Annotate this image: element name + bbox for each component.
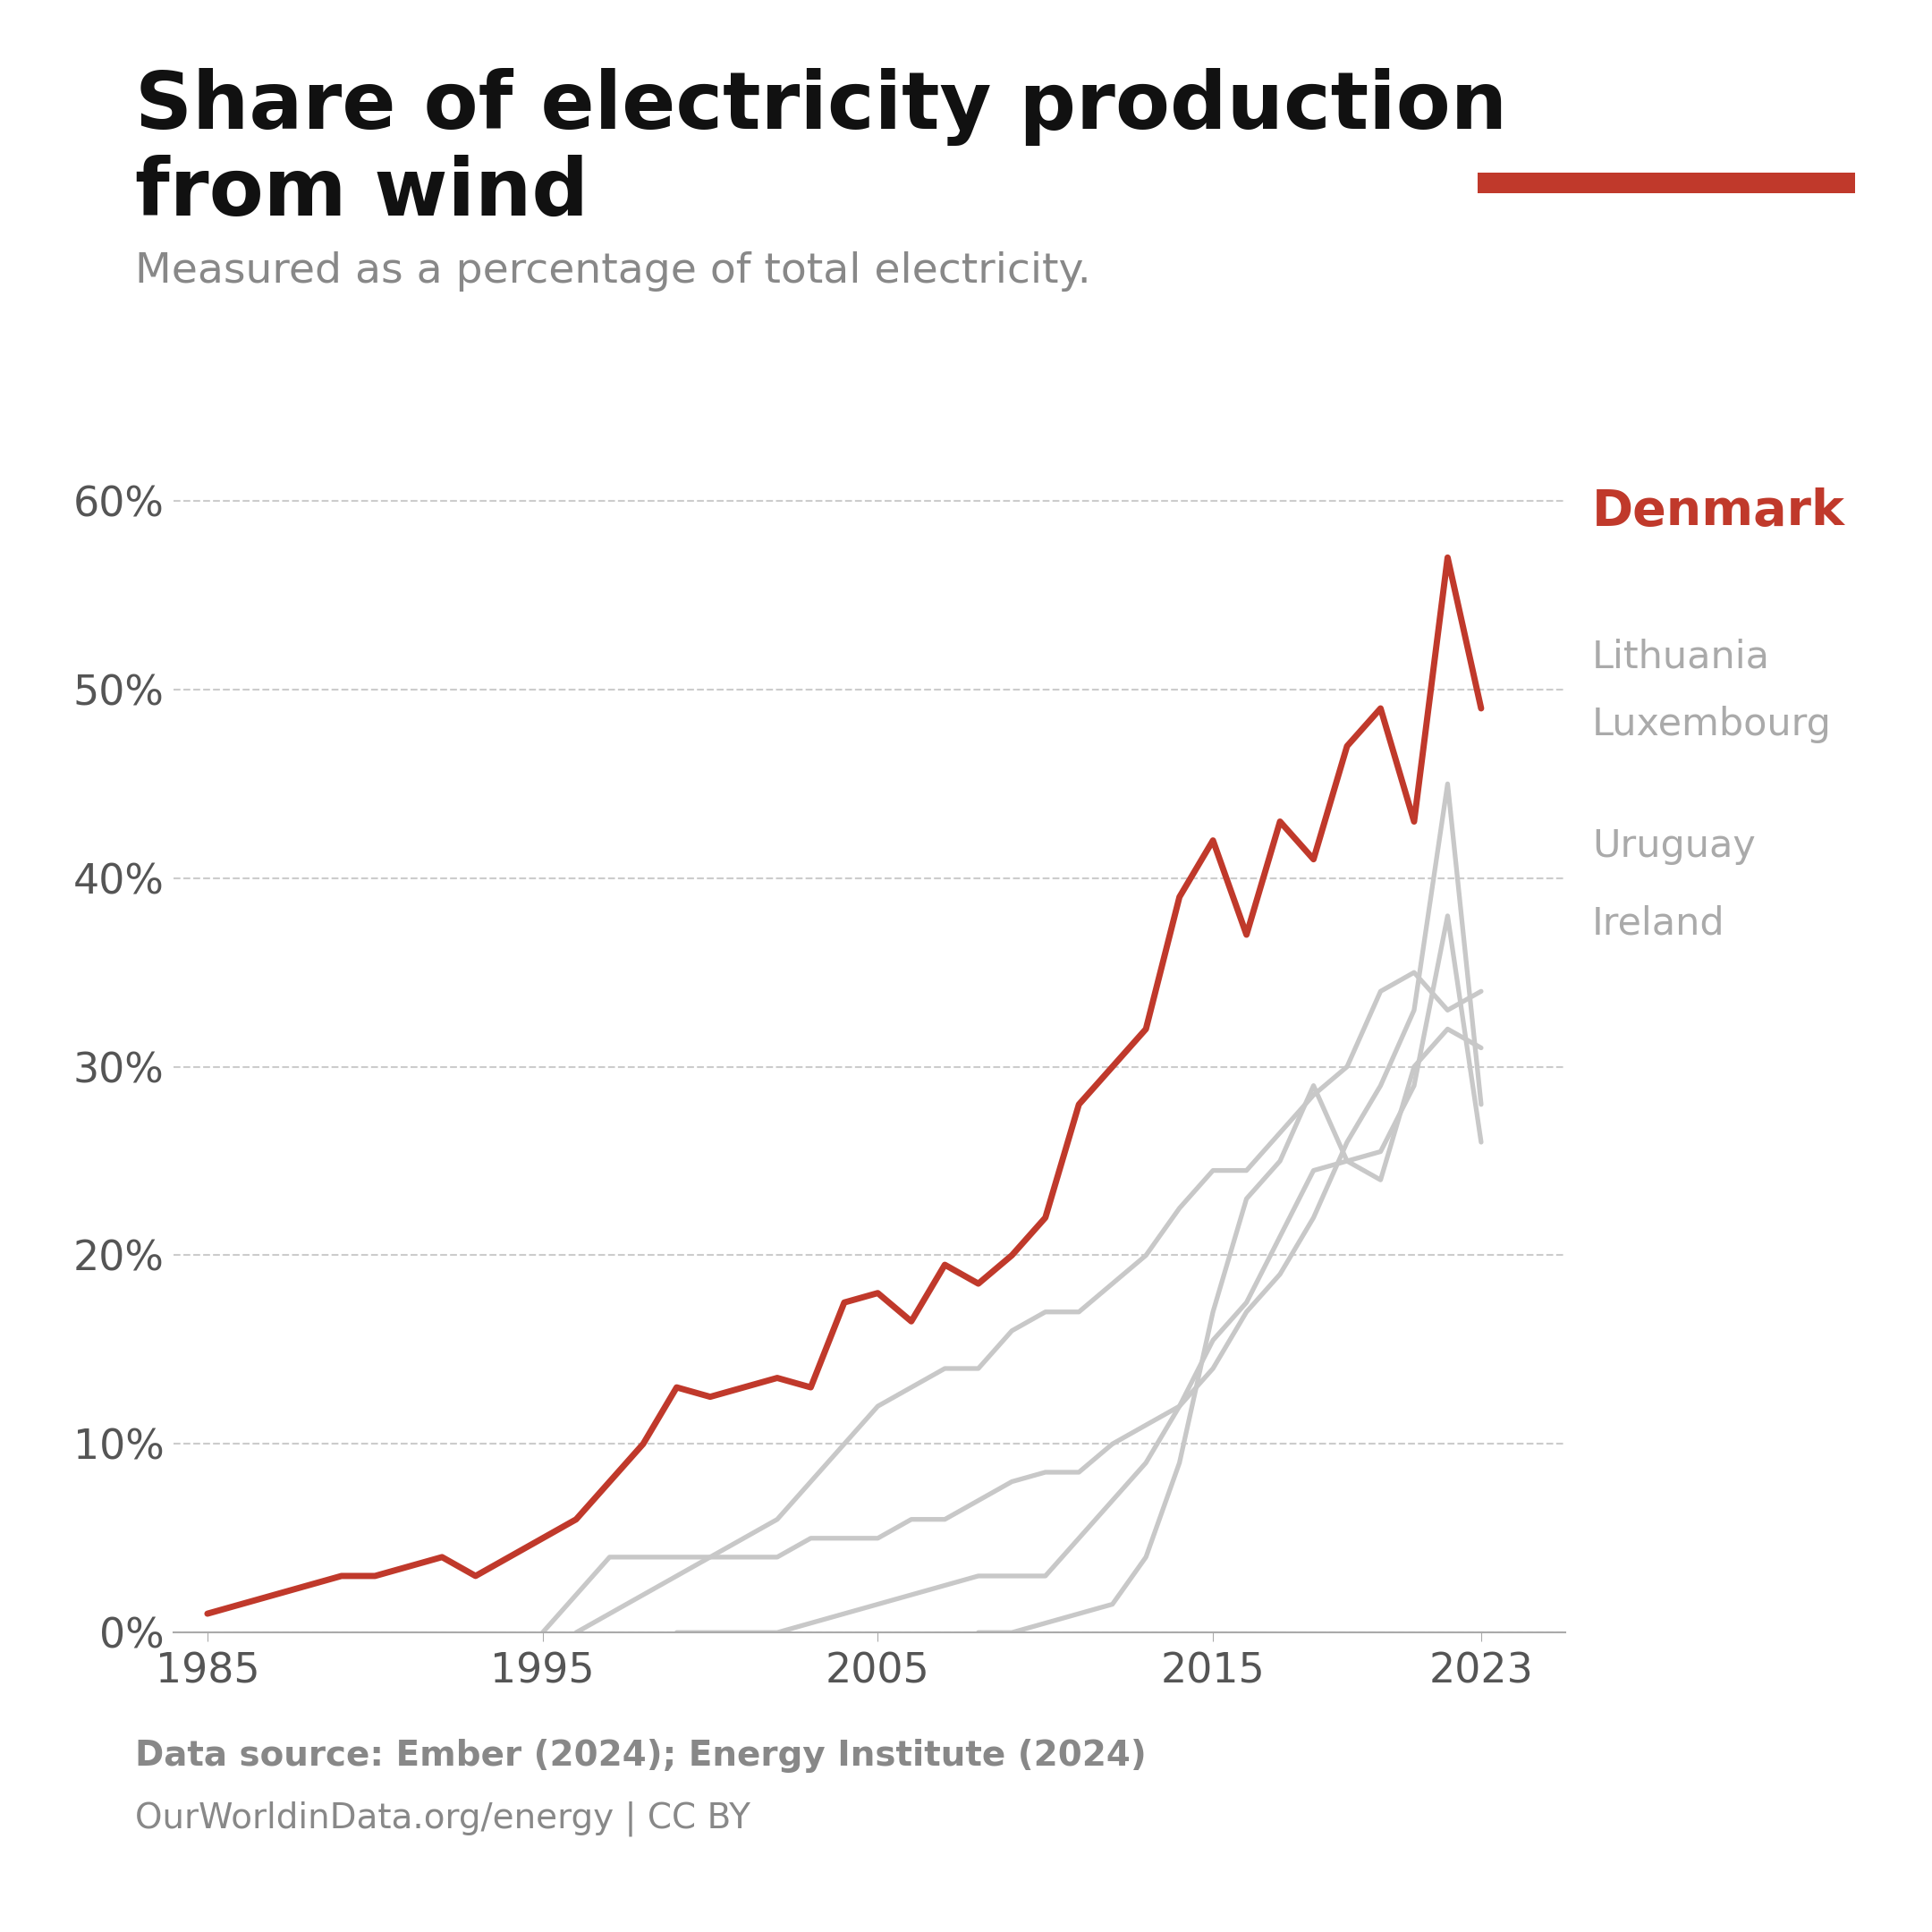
Text: in Data: in Data	[1607, 129, 1725, 156]
Text: Ireland: Ireland	[1592, 904, 1725, 943]
Text: Our World: Our World	[1584, 71, 1748, 99]
Text: OurWorldinData.org/energy | CC BY: OurWorldinData.org/energy | CC BY	[135, 1801, 752, 1835]
Text: Uruguay: Uruguay	[1592, 827, 1756, 866]
Text: Luxembourg: Luxembourg	[1592, 705, 1832, 744]
Text: Data source: Ember (2024); Energy Institute (2024): Data source: Ember (2024); Energy Instit…	[135, 1739, 1146, 1774]
Text: Denmark: Denmark	[1592, 489, 1845, 535]
Text: Share of electricity production
from wind: Share of electricity production from win…	[135, 68, 1507, 232]
Text: Measured as a percentage of total electricity.: Measured as a percentage of total electr…	[135, 251, 1092, 292]
Text: Lithuania: Lithuania	[1592, 638, 1770, 676]
Bar	[1478, 172, 1855, 193]
